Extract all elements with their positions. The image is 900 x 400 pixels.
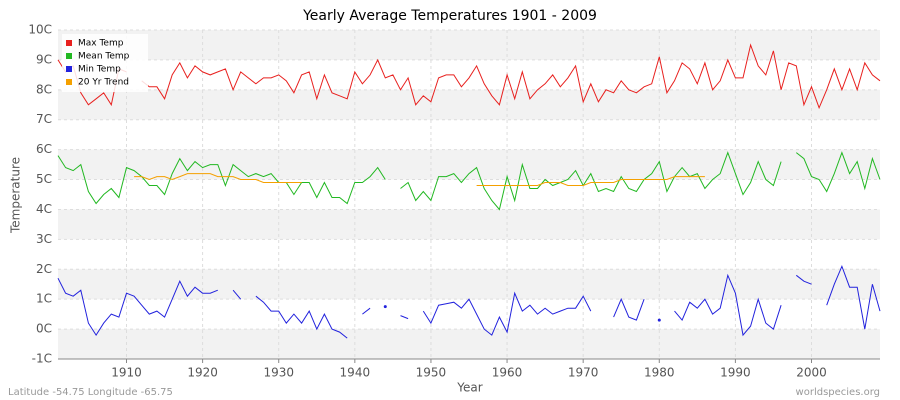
y-tick-label: 2C [36, 262, 52, 276]
y-tick-label: 10C [28, 23, 52, 37]
y-tick-label: 9C [36, 52, 52, 66]
legend-swatch [66, 79, 72, 85]
x-tick-label: 1930 [263, 366, 294, 380]
x-tick-label: 1950 [416, 366, 447, 380]
y-tick-label: 4C [36, 202, 52, 216]
legend-swatch [66, 53, 72, 59]
x-tick-label: 1940 [340, 366, 371, 380]
x-axis-label: Year [456, 381, 482, 395]
x-tick-label: 1920 [187, 366, 218, 380]
y-tick-label: 0C [36, 322, 52, 336]
y-tick-label: 8C [36, 82, 52, 96]
x-tick-label: 2000 [796, 366, 827, 380]
x-tick-label: 1910 [111, 366, 142, 380]
series-line [57, 264, 881, 339]
point [657, 318, 661, 322]
grid-band [58, 89, 880, 120]
y-tick-label: 3C [36, 232, 52, 246]
grid-band [58, 149, 880, 180]
x-tick-label: 1980 [644, 366, 675, 380]
y-tick-label: 1C [36, 292, 52, 306]
legend-label: 20 Yr Trend [78, 78, 129, 88]
x-tick-label: 1990 [720, 366, 751, 380]
footer-right: worldspecies.org [796, 387, 880, 398]
point [383, 305, 387, 309]
series-line [134, 173, 705, 186]
grid-band [58, 329, 880, 359]
x-tick-label: 1960 [492, 366, 523, 380]
legend-swatch [66, 66, 72, 72]
grid-band [58, 209, 880, 240]
legend-box [62, 34, 148, 92]
grid-band [58, 269, 880, 300]
footer-left: Latitude -54.75 Longitude -65.75 [8, 387, 173, 398]
y-axis-label: Temperature [9, 157, 23, 234]
legend-label: Max Temp [78, 39, 124, 49]
x-tick-label: 1970 [568, 366, 599, 380]
grid-band [58, 30, 880, 60]
legend-label: Mean Temp [78, 52, 130, 62]
series-line [57, 151, 881, 211]
chart-title: Yearly Average Temperatures 1901 - 2009 [302, 8, 597, 24]
y-tick-label: 7C [36, 112, 52, 126]
y-tick-label: 5C [36, 172, 52, 186]
legend-label: Min Temp [78, 65, 121, 75]
y-tick-label: 6C [36, 142, 52, 156]
y-tick-label: -1C [32, 352, 52, 366]
legend-swatch [66, 40, 72, 46]
